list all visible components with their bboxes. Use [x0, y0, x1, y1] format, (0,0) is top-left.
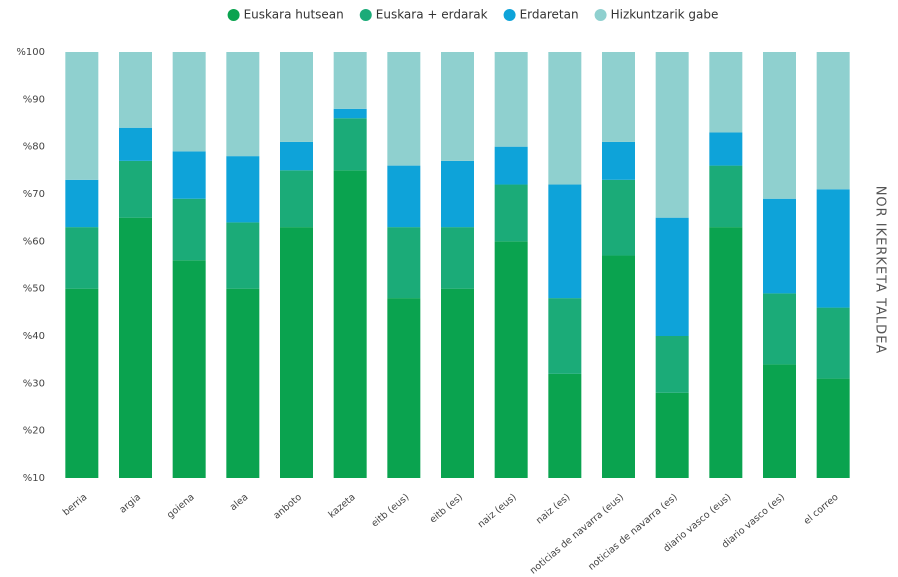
legend-marker — [227, 9, 240, 21]
bar-segment — [333, 108, 367, 119]
bar-segment — [333, 52, 367, 109]
bar-segment — [226, 222, 260, 289]
bar-segment — [655, 336, 689, 393]
x-tick-label: el correo — [802, 492, 841, 527]
bar-segment — [763, 52, 796, 199]
bar-segment — [387, 298, 421, 478]
y-tick-label: %50 — [23, 284, 45, 295]
bar-segment — [333, 118, 367, 171]
legend-marker — [594, 9, 607, 21]
bar-segment — [655, 392, 689, 478]
bar-segment — [602, 52, 635, 142]
x-tick-label: eitb (es) — [428, 492, 465, 526]
legend-marker — [359, 9, 372, 21]
legend-label: Hizkuntzarik gabe — [611, 8, 719, 22]
y-tick-label: %80 — [23, 142, 45, 153]
bar-segment — [709, 132, 743, 166]
bar-segment — [494, 52, 528, 147]
bar-segment — [387, 227, 421, 299]
bar-segment — [280, 227, 313, 478]
bar-segment — [226, 288, 260, 478]
x-tick-label: noticias de navarra (eus) — [528, 492, 626, 577]
bar-segment — [763, 198, 796, 294]
y-tick-label: %20 — [23, 426, 45, 437]
bar-segment — [119, 217, 152, 478]
bar-segment — [119, 52, 152, 128]
bar-segment — [441, 52, 474, 161]
legend-item: Erdaretan — [503, 8, 579, 22]
bar-segment — [816, 307, 850, 379]
bar-segment — [494, 184, 528, 242]
y-tick-label: %90 — [23, 94, 45, 105]
bar-segment — [441, 288, 474, 478]
x-tick-label: anboto — [272, 492, 305, 522]
legend-item: Euskara hutsean — [227, 8, 344, 22]
bar-segment — [816, 189, 850, 308]
legend-item: Euskara + erdarak — [359, 8, 488, 22]
x-tick-label: berria — [61, 492, 90, 518]
bar-segment — [387, 52, 421, 166]
y-tick-label: %100 — [16, 47, 45, 58]
bar-segment — [387, 165, 421, 228]
legend-label: Euskara + erdarak — [376, 8, 488, 22]
bar-segment — [441, 227, 474, 289]
y-tick-label: %40 — [23, 331, 45, 342]
bar-segment — [172, 260, 206, 478]
x-tick-label: goiena — [165, 492, 197, 521]
bar-segment — [548, 52, 582, 185]
bar-segment — [65, 288, 99, 478]
bar-segment — [602, 255, 635, 478]
bar-segment — [602, 141, 635, 180]
bar-segment — [816, 378, 850, 478]
bar-segment — [548, 184, 582, 299]
x-tick-label: eitb (eus) — [369, 492, 411, 530]
bar-segment — [65, 52, 99, 180]
bar-segment — [280, 170, 313, 228]
y-tick-label: %30 — [23, 378, 45, 389]
bar-segment — [709, 165, 743, 228]
bar-segment — [119, 127, 152, 161]
bar-segment — [709, 227, 743, 478]
bar-segment — [763, 364, 796, 478]
bar-segment — [548, 373, 582, 478]
bar-segment — [709, 52, 743, 133]
x-tick-label: naiz (es) — [534, 492, 572, 527]
bar-segment — [65, 179, 99, 228]
x-tick-label: kazeta — [326, 492, 357, 521]
bar-segment — [441, 160, 474, 228]
bar-segment — [494, 146, 528, 185]
x-tick-label: naiz (eus) — [476, 492, 519, 530]
bar-segment — [602, 179, 635, 256]
bar-segment — [172, 198, 206, 261]
bar-segment — [172, 52, 206, 152]
bar-segment — [172, 151, 206, 199]
bar-segment — [816, 52, 850, 190]
bar-segment — [333, 170, 367, 478]
bar-segment — [119, 160, 152, 218]
bar-segment — [65, 227, 99, 289]
bar-segment — [494, 241, 528, 478]
bar-segment — [655, 217, 689, 336]
side-label: NOR IKERKETA TALDEA — [873, 186, 888, 355]
legend-item: Hizkuntzarik gabe — [594, 8, 719, 22]
y-tick-label: %10 — [23, 473, 45, 484]
x-tick-label: argia — [118, 492, 144, 516]
y-tick-label: %70 — [23, 189, 45, 200]
x-tick-label: noticias de navarra (es) — [586, 492, 679, 573]
bar-segment — [226, 52, 260, 157]
legend-label: Erdaretan — [520, 8, 579, 22]
bar-segment — [548, 298, 582, 374]
bar-segment — [226, 156, 260, 223]
bar-segment — [280, 141, 313, 171]
legend-marker — [503, 9, 516, 21]
x-tick-label: alea — [228, 492, 250, 513]
y-tick-label: %60 — [23, 236, 45, 247]
legend-label: Euskara hutsean — [244, 8, 344, 22]
bar-segment — [763, 293, 796, 365]
bar-segment — [655, 52, 689, 218]
bar-segment — [280, 52, 313, 142]
bars — [65, 52, 850, 478]
